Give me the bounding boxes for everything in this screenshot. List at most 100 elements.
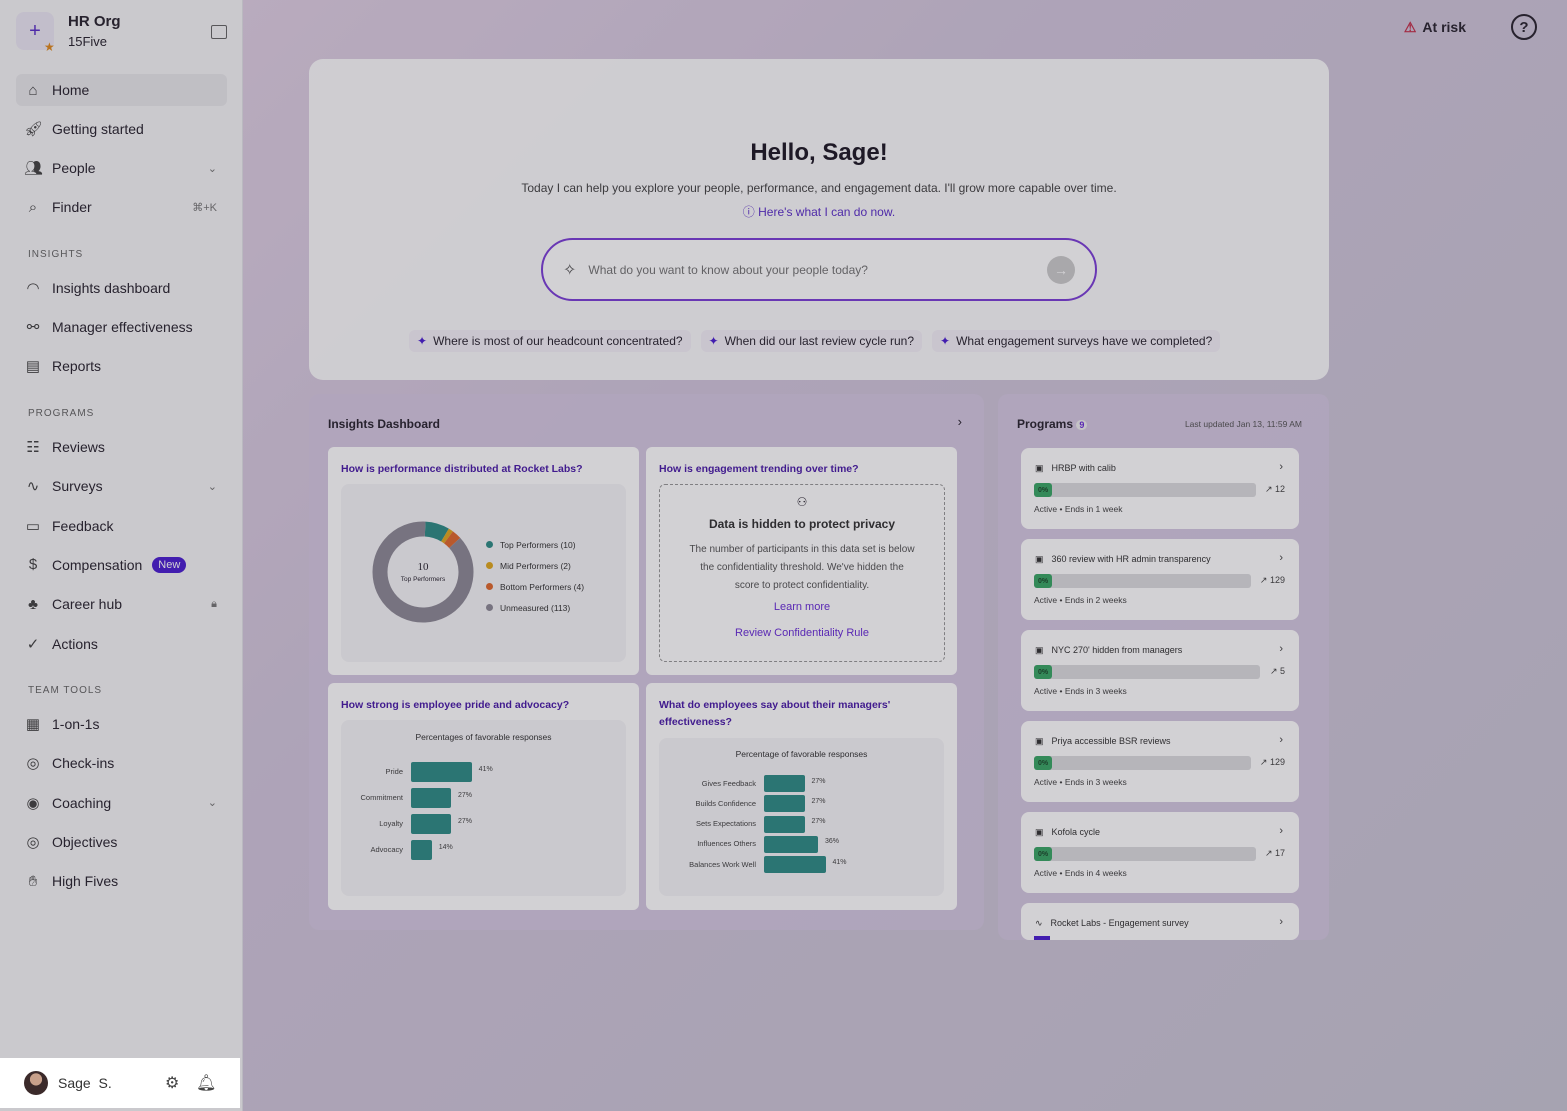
bell-icon[interactable]: 🔔︎	[196, 1075, 217, 1092]
at-risk-label: At risk	[1422, 19, 1466, 35]
sidebar-toggle-icon[interactable]	[211, 25, 227, 39]
program-card[interactable]: ▣ HRBP with calib › 0% ↗ 12 Active • Ends …	[1021, 448, 1299, 529]
managers-card[interactable]: What do employees say about their manage…	[646, 683, 957, 910]
user-name[interactable]: Sage S.	[58, 1075, 112, 1091]
donut-slice-unmeasured[interactable]	[372, 521, 474, 623]
chevron-right-icon[interactable]: ›	[1279, 643, 1283, 655]
progress-fill: 0%	[1034, 483, 1052, 497]
avatar[interactable]	[24, 1071, 48, 1095]
bar-influences-others[interactable]	[764, 835, 818, 853]
program-card[interactable]: ▣ Kofola cycle › 0% ↗ 17 Active • Ends in …	[1021, 812, 1299, 893]
send-button[interactable]: →	[1047, 255, 1075, 284]
org-switcher[interactable]: + ★ HR Org 15Five	[16, 12, 121, 54]
at-risk-button[interactable]: ⚠ At risk	[1404, 19, 1466, 36]
chevron-right-icon[interactable]: ›	[957, 414, 962, 429]
assistant-hero: Hello, Sage! Today I can help you explor…	[309, 59, 1329, 380]
bar-loyalty[interactable]	[411, 814, 451, 834]
review-icon: ▣	[1035, 554, 1044, 564]
sidebar-item-manager-effectiveness[interactable]: ⚯ Manager effectiveness	[16, 311, 227, 343]
progress-bar: 0%	[1034, 574, 1251, 588]
sidebar-item-career-hub[interactable]: ♣ Career hub 🔒︎	[16, 588, 227, 620]
program-card[interactable]: ▣ NYC 270' hidden from managers › 0% ↗ 5 A…	[1021, 630, 1299, 711]
chevron-right-icon[interactable]: ›	[1279, 461, 1283, 473]
ask-input[interactable]	[588, 262, 1035, 277]
suggestion-chip[interactable]: ✦ When did our last review cycle run?	[700, 330, 923, 352]
participants-count: ↗ 17	[1264, 848, 1285, 858]
sidebar-item-label: People	[52, 160, 96, 176]
capabilities-link[interactable]: ⓘ Here's what I can do now.	[742, 205, 896, 219]
help-button[interactable]: ?	[1511, 14, 1537, 40]
review-rule-link[interactable]: Review Confidentiality Rule	[735, 627, 869, 639]
donut-slice-bottom[interactable]	[443, 531, 461, 549]
chevron-right-icon[interactable]: ›	[1279, 734, 1283, 746]
nav-icon: ▤	[25, 358, 41, 375]
progress-fill: 0%	[1034, 574, 1052, 588]
sidebar-item-people[interactable]: 👥︎ People ⌄	[16, 152, 227, 184]
user-footer: Sage S. ⚙ 🔔︎	[0, 1058, 240, 1108]
bar-builds-confidence[interactable]	[764, 795, 805, 813]
sidebar-item-coaching[interactable]: ◉ Coaching ⌄	[16, 787, 227, 819]
programs-title: Programs 9	[1017, 417, 1088, 431]
sidebar-item-reports[interactable]: ▤ Reports	[16, 350, 227, 382]
sidebar-item-compensation[interactable]: $ Compensation New	[16, 549, 227, 581]
suggestion-chip[interactable]: ✦ What engagement surveys have we complet…	[932, 330, 1221, 352]
bar-pride[interactable]	[411, 762, 472, 782]
section-insights: INSIGHTS	[28, 249, 84, 260]
rocket-icon: 🚀︎	[24, 121, 44, 138]
org-sub: 15Five	[68, 34, 108, 49]
legend-label: Unmeasured (113)	[500, 602, 571, 613]
bar-gives-feedback[interactable]	[764, 775, 805, 792]
legend-item: Top Performers (10)	[486, 534, 584, 555]
donut-slice-top[interactable]	[424, 521, 449, 542]
sidebar-item-reviews[interactable]: ☷ Reviews	[16, 431, 227, 463]
suggestion-chip[interactable]: ✦ Where is most of our headcount concentr…	[409, 330, 691, 352]
settings-icon[interactable]: ⚙	[165, 1075, 180, 1092]
bar-balances-work-well[interactable]	[764, 856, 826, 874]
sidebar-item-feedback[interactable]: ▭ Feedback	[16, 510, 227, 542]
program-card[interactable]: ∿ Rocket Labs - Engagement survey ›	[1021, 903, 1299, 940]
program-card[interactable]: ▣ 360 review with HR admin transparency ›…	[1021, 539, 1299, 620]
sidebar-item-insights-dashboard[interactable]: ◠ Insights dashboard	[16, 272, 227, 304]
pride-card[interactable]: How strong is employee pride and advocac…	[328, 683, 639, 910]
bar-advocacy[interactable]	[411, 840, 432, 860]
program-status: Active • Ends in 4 weeks	[1034, 868, 1127, 878]
engagement-card[interactable]: How is engagement trending over time? ⚇ …	[646, 447, 957, 675]
bar-commitment[interactable]	[411, 788, 451, 808]
panel-title: Insights Dashboard	[328, 417, 441, 431]
chevron-down-icon[interactable]: ⌄	[207, 797, 217, 810]
progress-bar: 0%	[1034, 756, 1251, 770]
donut-slice-mid[interactable]	[441, 528, 453, 544]
sidebar-item-actions[interactable]: ✓ Actions	[16, 628, 227, 660]
sidebar-item-finder[interactable]: ⌕ Finder ⌘+K	[16, 191, 227, 223]
nav-icon: ✋︎	[28, 872, 38, 890]
bar-sets-expectations[interactable]	[764, 815, 805, 833]
chevron-right-icon[interactable]: ›	[1279, 916, 1283, 928]
chevron-right-icon[interactable]: ›	[1279, 825, 1283, 837]
progress-bar: 0%	[1034, 483, 1256, 497]
chevron-down-icon[interactable]: ⌄	[207, 162, 217, 175]
chart-title: Percentage of favorable responses	[735, 749, 868, 759]
progress-bar: 0%	[1034, 665, 1260, 679]
chevron-right-icon[interactable]: ›	[1279, 552, 1283, 564]
ask-box: ✧ →	[541, 238, 1097, 301]
sidebar-item-label: 1-on-1s	[52, 716, 100, 732]
sidebar-item-1-on-1s[interactable]: ▦ 1-on-1s	[16, 708, 227, 740]
star-icon: ★	[44, 40, 55, 54]
bar-value: 14%	[438, 844, 453, 851]
sidebar-item-getting-started[interactable]: 🚀︎ Getting started	[16, 113, 227, 145]
program-card[interactable]: ▣ Priya accessible BSR reviews › 0% ↗ 129 …	[1021, 721, 1299, 802]
sidebar-item-label: Coaching	[52, 794, 112, 811]
bar-value: 41%	[478, 766, 493, 773]
performance-card[interactable]: How is performance distributed at Rocket…	[328, 447, 639, 675]
sidebar-item-check-ins[interactable]: ◎ Check-ins	[16, 747, 227, 779]
sidebar-item-home[interactable]: ⌂ Home	[16, 74, 227, 106]
sidebar-item-surveys[interactable]: ∿ Surveys ⌄	[16, 470, 227, 502]
learn-more-link[interactable]: Learn more	[773, 601, 831, 613]
chart-title: Percentages of favorable responses	[415, 732, 552, 742]
sidebar-item-high-fives[interactable]: ✋︎ High Fives	[16, 865, 227, 897]
new-badge: New	[152, 556, 187, 573]
chevron-down-icon[interactable]: ⌄	[207, 480, 217, 493]
sidebar-item-objectives[interactable]: ◎ Objectives	[16, 826, 227, 858]
nav-icon: ◉	[26, 794, 40, 812]
progress-fill: 0%	[1034, 665, 1052, 679]
